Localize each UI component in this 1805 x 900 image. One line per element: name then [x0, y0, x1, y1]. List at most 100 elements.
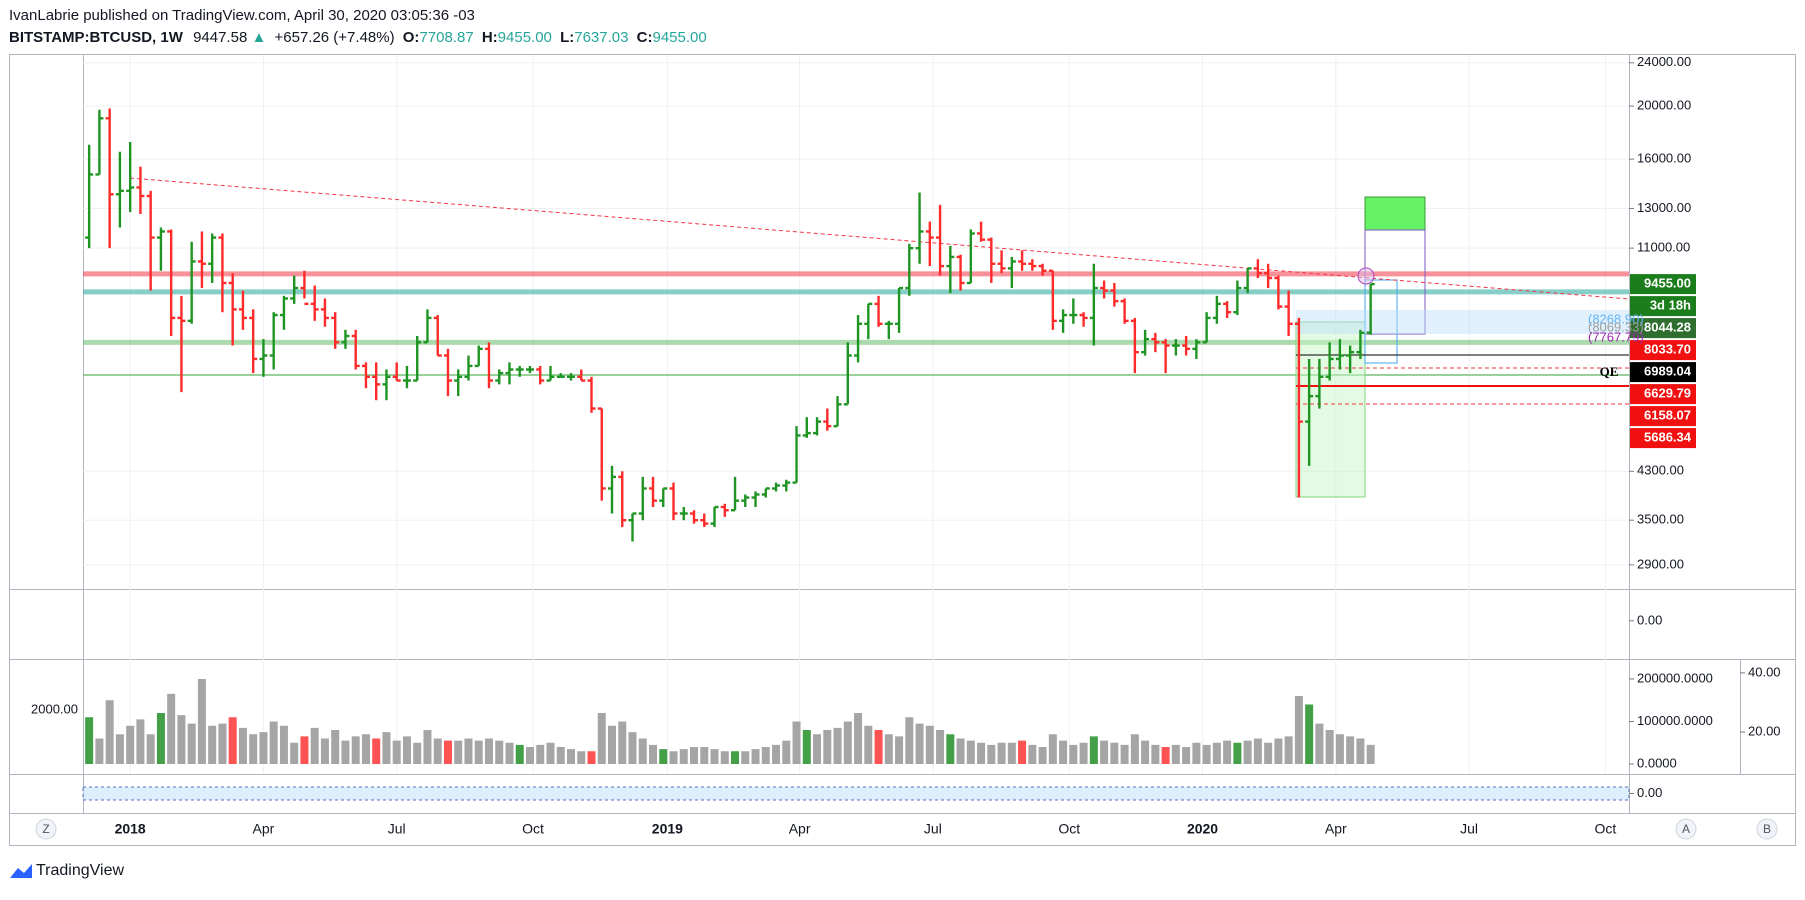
c: 9455.00	[652, 29, 706, 46]
panel-borders	[10, 55, 1795, 814]
button-bg	[1675, 818, 1697, 840]
volume-bar	[546, 742, 555, 765]
volume-bar	[505, 742, 514, 765]
volume-bar	[1335, 734, 1344, 765]
last-price: 9447.58	[193, 29, 247, 46]
volume-bar	[1264, 742, 1273, 765]
volume-bar	[515, 744, 524, 765]
volume-bar	[936, 729, 945, 765]
volume-bar	[1294, 695, 1303, 765]
volume-bar	[597, 712, 606, 765]
y-tick-label: 4300.00	[1637, 463, 1684, 478]
volume-bar	[197, 678, 206, 765]
volume-bar	[854, 712, 863, 765]
volume-bar	[1120, 744, 1129, 765]
volume-bar	[392, 740, 401, 765]
volume-bar	[874, 729, 883, 765]
volume-bar	[946, 734, 955, 765]
volume-bar	[925, 725, 934, 765]
volume-bar	[1171, 744, 1180, 765]
x-tick-label: Oct	[1058, 821, 1080, 837]
y-tick-label: 2900.00	[1637, 556, 1684, 571]
volume-bar	[402, 736, 411, 765]
volume-bar	[566, 749, 575, 765]
volume-bar	[536, 744, 545, 765]
volume-bar	[1028, 744, 1037, 765]
volume-bar	[1202, 744, 1211, 765]
volume-bar	[618, 721, 627, 765]
c-label: C:	[637, 29, 653, 46]
volume-bar	[895, 736, 904, 765]
volume-bar	[1253, 738, 1262, 765]
volume-bar	[228, 717, 237, 765]
volume-bar	[966, 740, 975, 765]
price-label-bg	[1630, 296, 1696, 317]
volume-bar	[659, 749, 668, 765]
volume-bar	[864, 725, 873, 765]
volume-bar	[669, 751, 678, 765]
volume-bar	[1192, 742, 1201, 765]
y-tick-label: 20000.00	[1637, 98, 1691, 113]
volume-bar	[454, 740, 463, 765]
volume-bar	[587, 751, 596, 765]
price-label-bg	[1630, 406, 1696, 427]
price-label: 6629.79	[1644, 386, 1691, 401]
volume-bar	[1141, 740, 1150, 765]
frame	[9, 54, 1796, 846]
trend-line	[129, 177, 1630, 300]
marker	[1357, 267, 1375, 285]
volume-bar	[259, 732, 268, 765]
volume-bar	[1356, 738, 1365, 765]
button-bg	[35, 818, 57, 840]
volume-bar	[105, 700, 114, 765]
button[interactable]: Z	[42, 822, 49, 836]
o: 7708.87	[419, 29, 473, 46]
volume-bar	[997, 742, 1006, 765]
left-label: 2000.00	[31, 701, 78, 716]
volume-bar	[813, 734, 822, 765]
l-label: L:	[560, 29, 574, 46]
price-label: 6989.04	[1644, 364, 1692, 379]
volume-bar	[1233, 742, 1242, 765]
price-label-bg	[1630, 318, 1696, 339]
button[interactable]: A	[1682, 822, 1690, 836]
volume-bar	[1100, 740, 1109, 765]
x-tick-label: Oct	[522, 821, 544, 837]
volume-bar	[443, 740, 452, 765]
range-box-2	[1364, 279, 1398, 364]
volume-bar	[915, 723, 924, 765]
y-tick-label: 0.0000	[1637, 755, 1677, 770]
price-label: 3d 18h	[1650, 298, 1691, 313]
grid	[83, 55, 1629, 774]
volume-bar	[710, 749, 719, 765]
price-label: 9455.00	[1644, 276, 1691, 291]
annotation: QE	[1600, 364, 1619, 379]
volume-bar	[690, 747, 699, 765]
volume-bar	[1161, 747, 1170, 765]
volume-bar	[187, 723, 196, 765]
volume-bar	[351, 736, 360, 765]
price-label-bg	[1630, 340, 1696, 361]
button[interactable]: B	[1763, 822, 1771, 836]
volume-bar	[115, 734, 124, 765]
volume-bar	[1059, 740, 1068, 765]
volume-bar	[1182, 747, 1191, 765]
y-tick-label: 0.00	[1637, 612, 1662, 627]
publisher: IvanLabrie published on TradingView.com,…	[9, 7, 475, 24]
price-label: 6158.07	[1644, 408, 1691, 423]
volume-bar	[464, 738, 473, 765]
volume-bar	[731, 751, 740, 765]
price-label-bg	[1630, 428, 1696, 449]
x-tick-label: Oct	[1595, 821, 1617, 837]
volume-bar	[772, 744, 781, 765]
l: 7637.03	[574, 29, 628, 46]
volume-bar	[638, 738, 647, 765]
volume-bar	[1223, 740, 1232, 765]
volume-bar	[525, 747, 534, 765]
volume-bar	[136, 719, 145, 765]
change: +657.26 (+7.48%)	[275, 29, 395, 46]
volume-bar	[1325, 729, 1334, 765]
y2-tick-label: 20.00	[1748, 723, 1781, 738]
